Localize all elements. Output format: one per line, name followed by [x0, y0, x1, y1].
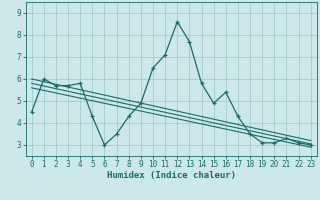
X-axis label: Humidex (Indice chaleur): Humidex (Indice chaleur) — [107, 171, 236, 180]
